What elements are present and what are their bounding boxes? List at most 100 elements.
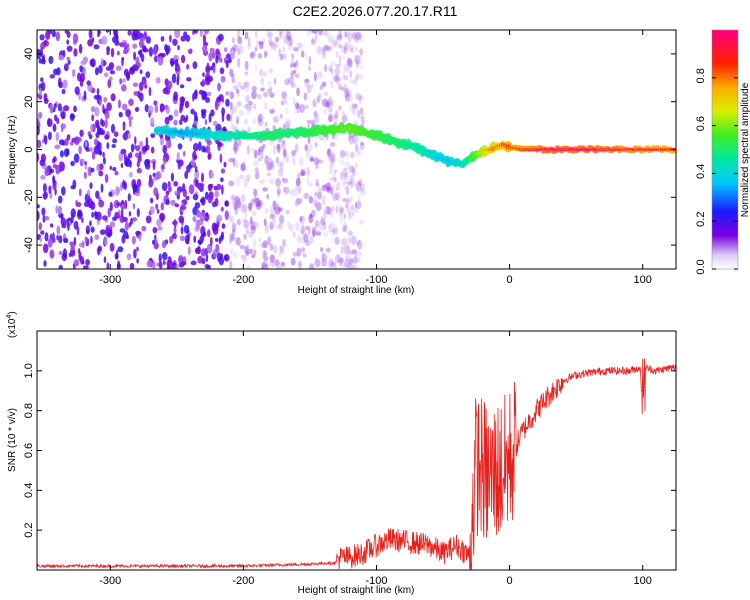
spectrogram-noise-cell bbox=[323, 231, 328, 238]
spectrogram-noise-cell bbox=[80, 60, 87, 66]
spectrogram-noise-cell bbox=[282, 46, 286, 53]
spectrogram-noise-cell bbox=[304, 79, 310, 88]
spectrogram-noise-cell bbox=[245, 251, 250, 256]
spectrogram-noise-cell bbox=[254, 64, 258, 73]
spectrogram-noise-cell bbox=[351, 103, 358, 108]
spectrogram-noise-cell bbox=[87, 198, 94, 209]
spectrogram-noise-cell bbox=[233, 196, 240, 204]
spectrogram-noise-cell bbox=[269, 108, 275, 114]
spectrogram-noise-cell bbox=[342, 225, 347, 233]
spectrogram-noise-cell bbox=[82, 260, 85, 265]
spectrogram-noise-cell bbox=[115, 65, 122, 71]
spectrogram-noise-cell bbox=[72, 33, 79, 44]
spectrogram-noise-cell bbox=[49, 223, 54, 228]
spectrogram-noise-cell bbox=[260, 87, 265, 92]
spectrogram-noise-cell bbox=[131, 217, 138, 222]
spectrogram-noise-cell bbox=[255, 197, 261, 208]
spectrogram-noise-cell bbox=[279, 245, 283, 251]
spectrogram-noise-cell bbox=[39, 34, 45, 41]
spectrogram-noise-cell bbox=[273, 42, 277, 52]
spectrogram-noise-cell bbox=[162, 144, 167, 154]
spectrogram-noise-cell bbox=[324, 64, 328, 73]
spectrogram-noise-cell bbox=[303, 192, 310, 199]
spectrogram-noise-cell bbox=[297, 260, 302, 268]
spectrogram-noise-cell bbox=[271, 260, 275, 268]
spectrogram-noise-cell bbox=[335, 63, 342, 68]
spectrogram-x-label: Height of straight line (km) bbox=[298, 285, 415, 296]
spectrogram-noise-cell bbox=[353, 137, 357, 143]
spectrogram-noise-cell bbox=[54, 144, 61, 150]
spectrogram-noise-cell bbox=[237, 201, 244, 212]
spectrogram-noise-cell bbox=[120, 148, 127, 155]
spectrogram-noise-cell bbox=[308, 56, 312, 65]
spectrogram-noise-cell bbox=[158, 261, 163, 269]
spectrogram-noise-cell bbox=[243, 81, 249, 88]
spectrogram-noise-cell bbox=[153, 187, 159, 197]
spectrogram-noise-cell bbox=[354, 249, 358, 258]
spectrogram-noise-cell bbox=[103, 96, 108, 103]
spectrogram-noise-cell bbox=[209, 65, 214, 71]
spectrogram-noise-cell bbox=[255, 39, 261, 48]
spectrogram-noise-cell bbox=[231, 73, 235, 83]
spectrogram-noise-cell bbox=[327, 149, 330, 156]
spectrogram-noise-cell bbox=[219, 153, 223, 164]
spectrogram-noise-cell bbox=[40, 230, 45, 235]
spectrogram-noise-cell bbox=[167, 181, 171, 187]
spectrogram-noise-cell bbox=[154, 55, 158, 63]
spectrogram-noise-cell bbox=[229, 233, 235, 242]
spectrogram-noise-cell bbox=[282, 155, 289, 162]
spectrogram-noise-cell bbox=[56, 117, 60, 125]
spectrogram-noise-cell bbox=[121, 84, 127, 92]
spectrogram-noise-cell bbox=[276, 189, 281, 198]
spectrogram-noise-cell bbox=[136, 178, 142, 188]
spectrogram-noise-cell bbox=[338, 54, 342, 65]
spectrogram-noise-cell bbox=[256, 222, 260, 230]
spectrogram-noise-cell bbox=[236, 90, 241, 97]
spectrogram-noise-cell bbox=[314, 258, 321, 268]
spectrogram-noise-cell bbox=[294, 102, 300, 110]
spectrogram-noise-cell bbox=[44, 135, 48, 145]
snr-x-ticks: -300 -200 -100 0 100 bbox=[99, 331, 652, 587]
spectrogram-noise-cell bbox=[97, 245, 102, 252]
spectrogram-noise-cell bbox=[295, 197, 302, 205]
spectrogram-noise-cell bbox=[294, 61, 299, 69]
spectrogram-noise-cell bbox=[347, 94, 353, 103]
spectrogram-noise-cell bbox=[345, 254, 350, 261]
spectrogram-noise-cell bbox=[253, 159, 259, 167]
spectrogram-noise-cell bbox=[349, 80, 355, 85]
spectrogram-y-tick-label: -20 bbox=[23, 189, 35, 205]
spectrogram-noise-cell bbox=[343, 87, 348, 93]
spectrogram-noise-cell bbox=[315, 163, 319, 170]
spectrogram-noise-cell bbox=[150, 117, 155, 127]
spectrogram-noise-cell bbox=[161, 104, 165, 112]
spectrogram-noise-cell bbox=[266, 172, 272, 177]
spectrogram-noise-cell bbox=[63, 105, 70, 112]
spectrogram-noise-cell bbox=[340, 209, 344, 215]
spectrogram-noise-cell bbox=[109, 70, 115, 75]
spectrogram-noise-cell bbox=[300, 225, 305, 235]
spectrogram-noise-cell bbox=[122, 78, 126, 83]
spectrogram-noise-cell bbox=[182, 188, 187, 198]
spectrogram-noise-cell bbox=[127, 132, 131, 139]
spectrogram-noise-cell bbox=[236, 199, 240, 206]
spectrogram-noise-cell bbox=[338, 43, 342, 49]
spectrogram-noise-cell bbox=[277, 207, 283, 212]
spectrogram-noise-cell bbox=[86, 229, 90, 235]
spectrogram-noise-cell bbox=[313, 111, 318, 117]
spectrogram-noise-cell bbox=[360, 116, 365, 125]
spectrogram-noise-cell bbox=[245, 94, 251, 104]
spectrogram-noise-cell bbox=[207, 194, 213, 204]
spectrogram-noise-cell bbox=[45, 30, 51, 40]
spectrogram-noise-cell bbox=[178, 215, 184, 224]
spectrogram-noise-cell bbox=[329, 64, 333, 70]
spectrogram-noise-cell bbox=[63, 237, 69, 244]
snr-y-tick-label: 0.6 bbox=[23, 443, 35, 458]
spectrogram-noise-cell bbox=[293, 62, 296, 68]
spectrogram-noise-cell bbox=[347, 134, 351, 142]
spectrogram-noise-cell bbox=[205, 144, 211, 154]
spectrogram-noise-cell bbox=[323, 108, 327, 115]
spectrogram-noise-cell bbox=[339, 206, 344, 212]
spectrogram-noise-cell bbox=[340, 54, 346, 60]
spectrogram-noise-cell bbox=[254, 167, 259, 173]
spectrogram-noise-cell bbox=[192, 61, 198, 69]
